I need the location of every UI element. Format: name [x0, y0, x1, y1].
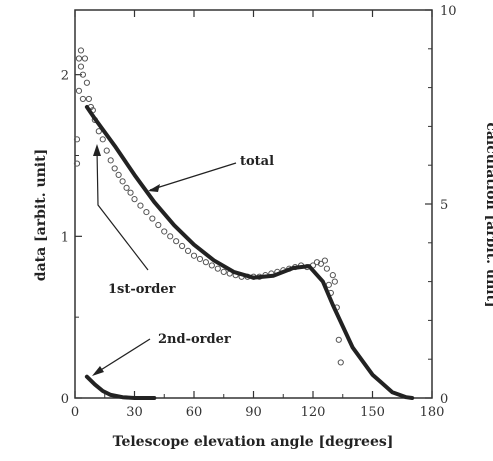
data-point — [220, 268, 227, 275]
x-tick-label: 120 — [301, 405, 326, 420]
data-point — [75, 87, 83, 94]
y-left-tick-label: 0 — [61, 392, 69, 407]
plot-frame — [74, 9, 433, 399]
annotations: total 1st-order 2nd-order — [92, 144, 274, 376]
data-point — [95, 128, 102, 135]
annotation-total: total — [240, 154, 274, 169]
y-right-tick-label: 10 — [440, 4, 457, 19]
data-point — [111, 165, 118, 172]
data-point — [202, 259, 209, 266]
x-axis-title: Telescope elevation angle [degrees] — [113, 434, 394, 450]
arrowhead-total — [148, 184, 160, 192]
series-line-total — [84, 105, 415, 400]
data-point — [77, 63, 85, 70]
data-point — [123, 184, 130, 191]
data-point — [190, 252, 198, 259]
annotation-1st-order: 1st-order — [108, 282, 176, 297]
y-left-tick-label: 1 — [61, 230, 69, 245]
arrow-1st-order — [96, 149, 149, 271]
data-point — [143, 208, 150, 216]
data-point — [73, 136, 81, 143]
annotation-2nd-order: 2nd-order — [158, 332, 231, 347]
arrowhead-1st-order — [93, 144, 101, 156]
data-point — [179, 242, 186, 250]
y-left-tick-label: 2 — [61, 69, 69, 84]
arrowhead-2nd-order — [92, 366, 104, 376]
data-point — [119, 178, 126, 185]
y-right-tick-label: 0 — [440, 392, 448, 407]
arrow-2nd-order — [95, 338, 151, 374]
series-line-2nd-order — [84, 374, 157, 400]
data-point — [321, 257, 328, 264]
data-points — [73, 47, 344, 366]
y-axis-title-right: calculation [arbit. unit] — [483, 122, 493, 307]
data-point — [75, 55, 83, 62]
data-point — [161, 228, 168, 235]
x-tick-label: 180 — [420, 405, 445, 420]
data-point — [173, 238, 180, 245]
data-point — [323, 265, 330, 272]
data-point — [131, 196, 138, 203]
data-point — [329, 272, 336, 279]
data-point — [81, 55, 89, 62]
data-point — [79, 71, 87, 78]
data-point — [331, 278, 338, 285]
data-point — [77, 47, 85, 54]
x-tick-label: 150 — [360, 405, 385, 420]
data-point — [337, 359, 344, 366]
data-point — [214, 265, 221, 272]
y-right-tick-label: 5 — [440, 198, 448, 213]
y-axis-title-left: data [arbit. unit] — [33, 149, 49, 281]
data-point — [103, 147, 110, 154]
data-point — [149, 215, 156, 222]
x-tick-label: 30 — [126, 405, 143, 420]
data-point — [317, 260, 325, 267]
calculation-lines — [84, 105, 415, 400]
data-point — [127, 189, 134, 196]
data-point — [155, 221, 162, 229]
data-point — [335, 336, 342, 343]
data-point — [79, 95, 87, 103]
data-point — [107, 157, 114, 164]
data-point — [83, 79, 91, 86]
data-point — [184, 247, 192, 254]
data-point — [73, 160, 81, 167]
data-point — [115, 171, 122, 178]
data-point — [313, 259, 321, 266]
data-point — [208, 262, 215, 269]
data-point — [137, 202, 144, 209]
arrow-total — [149, 162, 237, 191]
x-tick-label: 0 — [71, 405, 79, 420]
data-point — [99, 136, 106, 143]
x-tick-label: 90 — [245, 405, 262, 420]
data-point — [196, 255, 204, 263]
x-tick-label: 60 — [186, 405, 203, 420]
data-point — [85, 95, 92, 103]
data-point — [167, 233, 174, 240]
